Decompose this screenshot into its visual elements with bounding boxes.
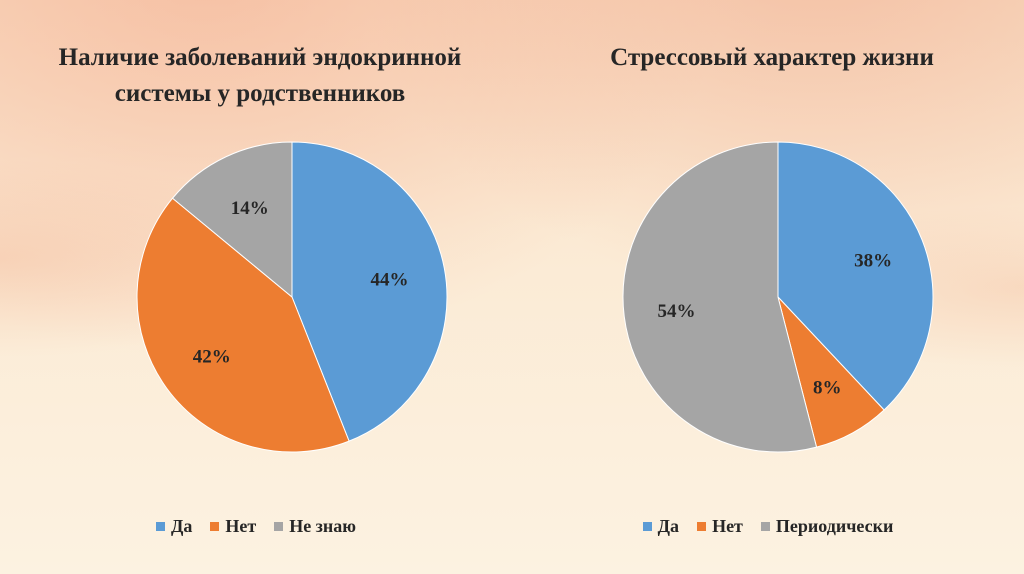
- data-label-периодически: 54%: [658, 301, 696, 322]
- legend-label: Да: [657, 516, 680, 536]
- pie-svg: 44% 42% 14%: [136, 141, 448, 453]
- pie-slice-не-знаю: [171, 141, 293, 299]
- pie-slice-периодически: [622, 141, 818, 453]
- legend-swatch: [642, 522, 652, 531]
- legend: Да Нет Периодически: [512, 516, 1024, 537]
- pie-chart-stress: Стрессовый характер жизни 38% 8% 54% Да Не…: [512, 0, 1024, 574]
- legend-item: Нет: [697, 516, 743, 537]
- pie-slice-да: [777, 141, 934, 411]
- pie-chart-endocrine: Наличие заболеваний эндокринной системы …: [0, 40, 512, 537]
- legend-label: Нет: [712, 516, 743, 536]
- data-label-не-знаю: 14%: [231, 198, 269, 219]
- pie-slice-нет: [136, 197, 350, 453]
- legend-swatch: [697, 522, 707, 531]
- legend-label: Да: [170, 516, 193, 536]
- legend-swatch: [760, 522, 770, 531]
- legend-item: Периодически: [760, 516, 894, 537]
- chart-title: Стрессовый характер жизни: [552, 40, 992, 76]
- legend-item: Да: [642, 516, 680, 537]
- legend-item: Нет: [210, 516, 256, 537]
- data-label-да: 44%: [370, 269, 408, 290]
- legend-item: Не знаю: [274, 516, 356, 537]
- legend-label: Нет: [225, 516, 257, 536]
- pie-svg: 38% 8% 54%: [622, 141, 934, 453]
- data-label-нет: 8%: [813, 378, 842, 399]
- chart-title-line-2: системы у родственников: [114, 80, 406, 107]
- legend-item: Да: [155, 516, 193, 537]
- data-label-нет: 42%: [193, 346, 231, 367]
- legend-swatch: [155, 522, 165, 531]
- chart-title-line-1: Стрессовый характер жизни: [610, 44, 934, 71]
- chart-title-line-1: Наличие заболеваний эндокринной: [58, 44, 462, 71]
- legend: Да Нет Не знаю: [0, 516, 512, 537]
- legend-label: Не знаю: [289, 516, 357, 536]
- legend-swatch: [210, 522, 220, 531]
- legend-swatch: [274, 522, 284, 531]
- chart-title: Наличие заболеваний эндокринной системы …: [40, 40, 480, 112]
- legend-label: Периодически: [775, 516, 894, 536]
- pie-slice-да: [291, 141, 448, 442]
- data-label-да: 38%: [854, 250, 892, 271]
